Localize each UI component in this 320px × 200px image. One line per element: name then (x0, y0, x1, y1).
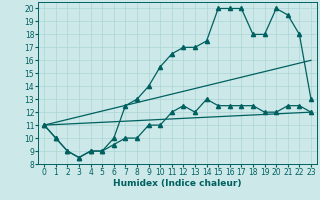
X-axis label: Humidex (Indice chaleur): Humidex (Indice chaleur) (113, 179, 242, 188)
